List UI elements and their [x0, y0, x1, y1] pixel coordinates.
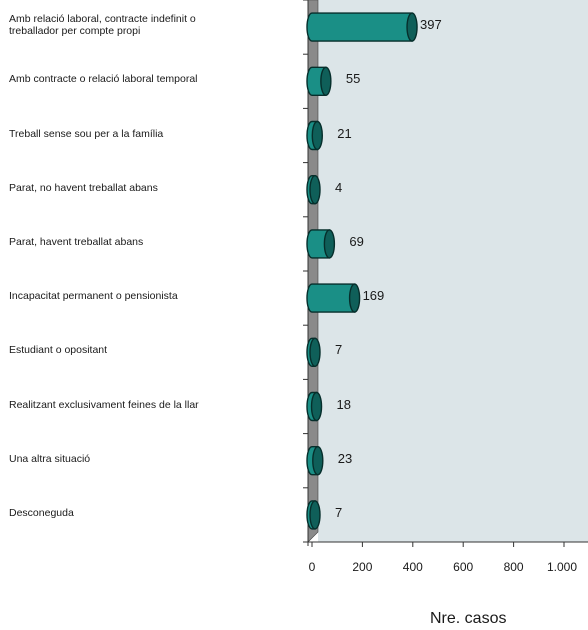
- x-tick-label: 400: [402, 560, 423, 574]
- category-label: Parat, havent treballat abans: [9, 235, 144, 248]
- category-label: Amb relació laboral, contracte indefinit…: [9, 13, 196, 38]
- category-label: Incapacitat permanent o pensionista: [9, 290, 178, 303]
- category-label: Desconeguda: [9, 506, 74, 519]
- x-tick-label: 0: [308, 560, 316, 574]
- bar: [306, 229, 331, 259]
- bar-end-cap: [310, 391, 323, 422]
- bar-end-cap: [406, 12, 418, 42]
- x-axis-title: Nre. casos: [430, 610, 507, 627]
- value-label: 69: [349, 233, 364, 249]
- bar-end-cap: [320, 66, 332, 97]
- bar-end-cap: [309, 337, 321, 367]
- bar: [306, 283, 356, 313]
- category-label: Realitzant exclusivament feines de la ll…: [9, 398, 199, 411]
- x-tick-label: 600: [453, 560, 474, 574]
- x-axis-ticks: [311, 542, 565, 547]
- value-label: 55: [345, 71, 361, 87]
- bar-end-cap: [348, 283, 361, 313]
- value-label: 21: [337, 125, 352, 141]
- category-label: Parat, no havent treballat abans: [9, 181, 158, 194]
- bar-end-cap: [312, 446, 324, 476]
- value-label: 18: [336, 396, 351, 412]
- value-label: 23: [337, 450, 353, 466]
- value-label: 4: [335, 179, 343, 195]
- value-label: 397: [420, 17, 442, 33]
- value-label: 7: [335, 504, 343, 520]
- bar: [306, 12, 413, 42]
- bar-end-cap: [323, 229, 336, 259]
- bar-end-cap: [311, 120, 323, 151]
- value-label: 169: [362, 288, 385, 304]
- x-tick-label: 200: [352, 560, 373, 574]
- category-label: Treball sense sou per a la família: [9, 127, 164, 140]
- category-label: Estudiant o opositant: [9, 344, 108, 357]
- bar-end-cap: [309, 174, 321, 205]
- x-tick-label: 1.000: [546, 560, 578, 574]
- category-label: Amb contracte o relació laboral temporal: [9, 73, 198, 86]
- y-axis-ticks: [303, 0, 308, 543]
- plot-area: [318, 0, 588, 542]
- category-label: Una altra situació: [9, 452, 91, 465]
- x-tick-label: 800: [503, 560, 524, 574]
- value-label: 7: [335, 342, 343, 358]
- bar-end-cap: [309, 500, 321, 530]
- bars-group: [306, 12, 418, 530]
